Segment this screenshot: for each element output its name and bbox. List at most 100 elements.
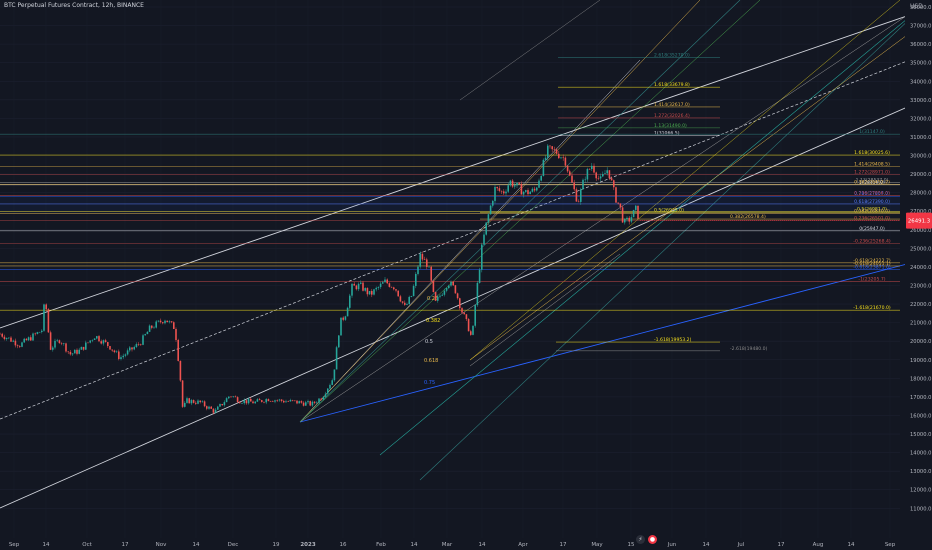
candle-body bbox=[461, 308, 463, 313]
candle-body bbox=[320, 398, 322, 400]
candle-body bbox=[608, 170, 611, 179]
lightning-icon[interactable]: ⚡ bbox=[636, 535, 645, 544]
candle-body bbox=[52, 347, 54, 350]
candle-body bbox=[492, 200, 494, 206]
fan-line bbox=[299, 59, 641, 423]
candle-body bbox=[0, 333, 1, 335]
candle-body bbox=[192, 400, 195, 403]
candle-body bbox=[340, 317, 342, 336]
candle-body bbox=[450, 281, 452, 286]
candle-body bbox=[637, 205, 639, 219]
y-tick-label: 12000.0 bbox=[910, 488, 931, 494]
candle-body bbox=[329, 384, 331, 389]
x-tick-label: Jun bbox=[667, 542, 677, 548]
candle-body bbox=[351, 283, 353, 296]
candle-body bbox=[122, 355, 124, 358]
candle-body bbox=[232, 396, 234, 398]
candle-body bbox=[263, 401, 265, 403]
candle-body bbox=[549, 145, 551, 147]
candle-body bbox=[113, 350, 116, 353]
fib-label: 0.236(26501.0) bbox=[854, 215, 890, 221]
candle-body bbox=[12, 340, 14, 342]
alert-icon[interactable]: ● bbox=[648, 535, 657, 544]
candle-body bbox=[588, 168, 591, 170]
chart-toolbar-icons[interactable]: ⚡ ● bbox=[636, 526, 660, 544]
candle-body bbox=[628, 217, 630, 222]
chart-title: BTC Perpetual Futures Contract, 12h, BIN… bbox=[4, 2, 144, 9]
candle-body bbox=[505, 191, 507, 194]
candle-body bbox=[179, 360, 182, 381]
candle-body bbox=[45, 304, 47, 310]
x-tick-label: Mar bbox=[442, 542, 453, 548]
candle-body bbox=[3, 336, 6, 340]
candle-body bbox=[373, 289, 375, 295]
x-tick-label: Aug bbox=[813, 542, 824, 548]
candle-body bbox=[272, 401, 274, 402]
candle-body bbox=[333, 369, 336, 381]
candle-body bbox=[144, 334, 146, 336]
candle-body bbox=[606, 170, 608, 174]
candle-body bbox=[338, 335, 340, 348]
x-tick-label: Sep bbox=[9, 542, 20, 548]
candle-body bbox=[300, 401, 303, 403]
candle-body bbox=[503, 191, 505, 194]
candle-body bbox=[560, 157, 562, 159]
y-tick-label: 18000.0 bbox=[910, 376, 931, 382]
candle-body bbox=[217, 406, 219, 410]
candle-body bbox=[593, 165, 595, 173]
candle-body bbox=[197, 400, 199, 404]
time-axis[interactable]: Sep 14 Oct 17 Nov 14 Dec 19 2023 16 Feb 14 Mar 14 Apr 1… bbox=[9, 542, 896, 548]
candle-body bbox=[443, 290, 446, 295]
x-tick-label: Sep bbox=[885, 542, 896, 548]
candle-body bbox=[487, 214, 490, 223]
fib-label: 0.382(26578.4) bbox=[730, 214, 766, 220]
fib-zone bbox=[0, 196, 900, 214]
candle-body bbox=[419, 253, 421, 267]
candle-body bbox=[25, 338, 28, 341]
candle-body bbox=[54, 340, 56, 348]
candle-body bbox=[104, 340, 107, 343]
candle-body bbox=[410, 296, 413, 297]
y-tick-label: 29000.0 bbox=[910, 172, 931, 178]
candle-body bbox=[399, 296, 402, 302]
candle-body bbox=[384, 279, 386, 283]
y-tick-label: 21000.0 bbox=[910, 321, 931, 327]
candle-body bbox=[324, 393, 327, 397]
candle-body bbox=[118, 351, 120, 359]
candle-body bbox=[318, 398, 320, 403]
candle-body bbox=[258, 399, 261, 401]
candle-body bbox=[538, 180, 540, 188]
candle-body bbox=[470, 331, 472, 335]
candle-body bbox=[542, 159, 545, 176]
candle-body bbox=[377, 287, 380, 288]
candle-body bbox=[520, 183, 523, 195]
fan-line bbox=[379, 0, 931, 456]
candle-body bbox=[522, 191, 525, 195]
channel-lower-line bbox=[0, 96, 931, 509]
candle-body bbox=[610, 178, 613, 181]
candle-body bbox=[498, 188, 501, 191]
fib-label: 1.272(28971.0) bbox=[854, 170, 890, 176]
fan-line bbox=[419, 0, 931, 481]
candle-body bbox=[489, 205, 492, 215]
candle-body bbox=[525, 190, 527, 192]
candle-body bbox=[485, 222, 487, 235]
candle-body bbox=[386, 279, 388, 284]
candle-body bbox=[302, 402, 305, 406]
candle-body bbox=[137, 344, 140, 345]
candle-body bbox=[228, 396, 230, 399]
candle-body bbox=[289, 399, 292, 402]
candle-body bbox=[630, 217, 633, 222]
candle-body bbox=[562, 157, 564, 159]
candle-body bbox=[604, 173, 606, 175]
candle-body bbox=[586, 168, 589, 180]
price-axis[interactable]: USD 11000.0 12000.0 13000.0 14000.0 15000.0 16… bbox=[905, 0, 932, 550]
candle-body bbox=[60, 343, 63, 344]
candle-body bbox=[599, 176, 602, 179]
candle-body bbox=[276, 400, 278, 401]
candle-body bbox=[527, 190, 529, 195]
candle-body bbox=[476, 282, 479, 306]
candle-body bbox=[283, 400, 285, 403]
